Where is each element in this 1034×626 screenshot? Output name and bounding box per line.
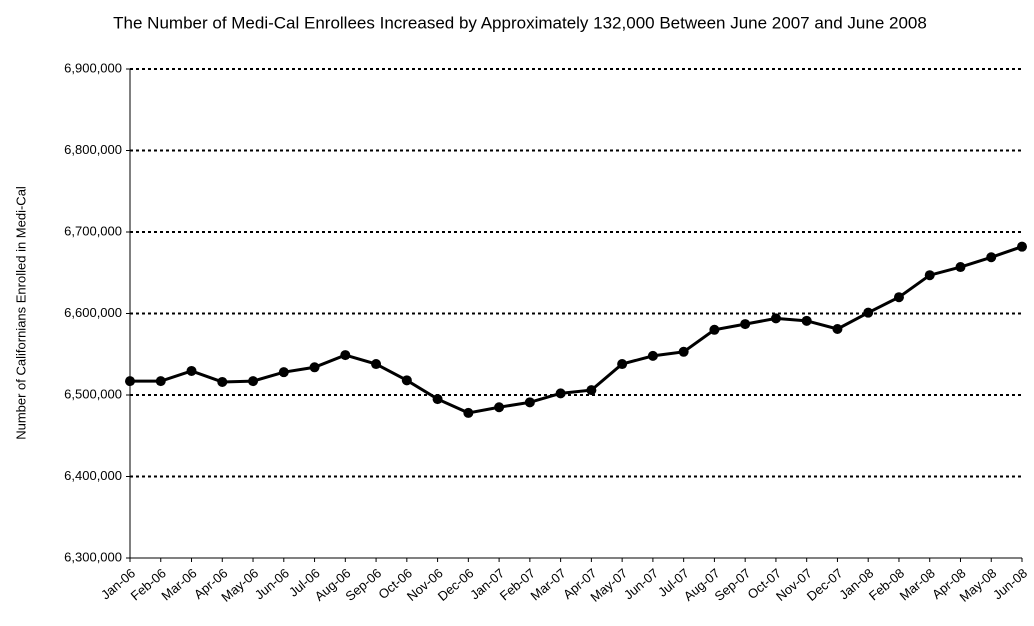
point (801, 315, 812, 326)
point (586, 385, 597, 396)
point (401, 375, 412, 386)
point (248, 376, 259, 387)
x-tick-label: Jun-07 (621, 565, 661, 602)
point (340, 350, 351, 361)
y-tick-label: 6,900,000 (64, 60, 122, 75)
point (155, 376, 166, 387)
point (278, 367, 289, 378)
y-axis-label: Number of Californians Enrolled in Medi-… (13, 186, 28, 440)
y-tick-label: 6,300,000 (64, 549, 122, 564)
point (463, 407, 474, 418)
point (832, 323, 843, 334)
x-tick-label: Jun-06 (252, 565, 292, 602)
point (740, 319, 751, 330)
point (494, 402, 505, 413)
point (893, 292, 904, 303)
point (647, 350, 658, 361)
chart-title: The Number of Medi-Cal Enrollees Increas… (113, 13, 927, 32)
point (125, 376, 135, 387)
point (555, 388, 566, 399)
point (186, 365, 197, 376)
y-tick-label: 6,700,000 (64, 223, 122, 238)
point (1017, 241, 1027, 252)
point (217, 376, 228, 387)
point (617, 359, 628, 370)
point (863, 307, 874, 318)
x-tick-label: Dec-06 (435, 565, 477, 603)
point (371, 359, 382, 370)
x-tick-label: Dec-07 (804, 565, 846, 603)
x-tick-label: Sep-06 (342, 565, 384, 603)
x-tick-label: Mar-08 (897, 565, 938, 603)
point (986, 252, 997, 263)
point (678, 346, 689, 357)
y-tick-label: 6,500,000 (64, 386, 122, 401)
x-tick-label: Jun-08 (990, 565, 1030, 602)
line (130, 245, 1023, 415)
y-tick-label: 6,400,000 (64, 468, 122, 483)
x-tick-label: Mar-06 (158, 565, 199, 603)
y-tick-label: 6,600,000 (64, 305, 122, 320)
point (709, 324, 720, 335)
point (524, 397, 535, 408)
point (309, 362, 320, 373)
point (955, 262, 966, 273)
point (432, 394, 443, 405)
x-tick-label: Sep-07 (712, 565, 754, 603)
point (924, 270, 935, 281)
y-tick-label: 6,800,000 (64, 142, 122, 157)
point (770, 313, 781, 324)
x-tick-label: Mar-07 (528, 565, 569, 603)
